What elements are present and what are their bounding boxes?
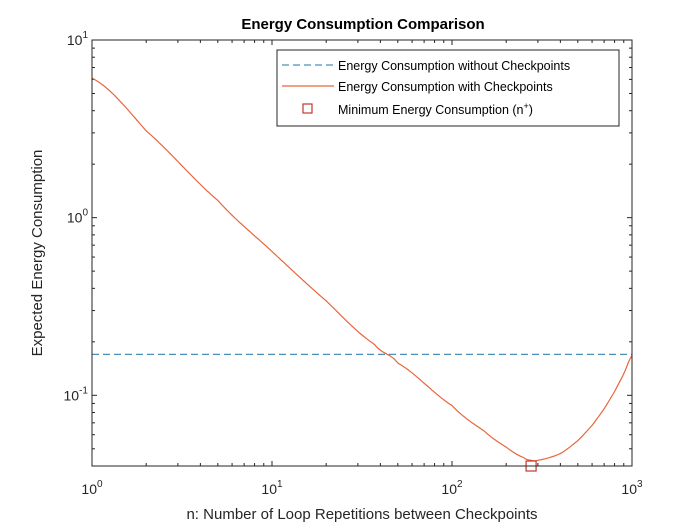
legend-box [276,49,620,127]
legend-label-without: Energy Consumption without Checkpoints [338,59,570,73]
legend-label-minimum: Minimum Energy Consumption (n+) [338,101,533,117]
series-line-with [91,77,633,462]
legend: Energy Consumption without Checkpoints E… [276,49,620,127]
axes-box [91,39,633,467]
y-tick-label: 100 [67,208,89,226]
legend-label-with: Energy Consumption with Checkpoints [338,80,553,94]
x-tick-label: 103 [621,479,643,497]
x-axis-label: n: Number of Loop Repetitions between Ch… [186,506,537,523]
x-tick-label: 102 [441,479,463,497]
x-tick-label: 101 [261,479,283,497]
x-tick-label: 100 [81,479,103,497]
y-axis-label: Expected Energy Consumption [29,150,46,357]
chart-title: Energy Consumption Comparison [241,16,484,33]
x-tick-labels: 100 101 102 103 [81,479,643,497]
y-tick-label: 10-1 [64,385,89,403]
legend-swatch-minimum [302,103,313,114]
y-tick-label: 101 [67,30,89,48]
y-tick-labels: 10-1 100 101 [64,30,89,403]
